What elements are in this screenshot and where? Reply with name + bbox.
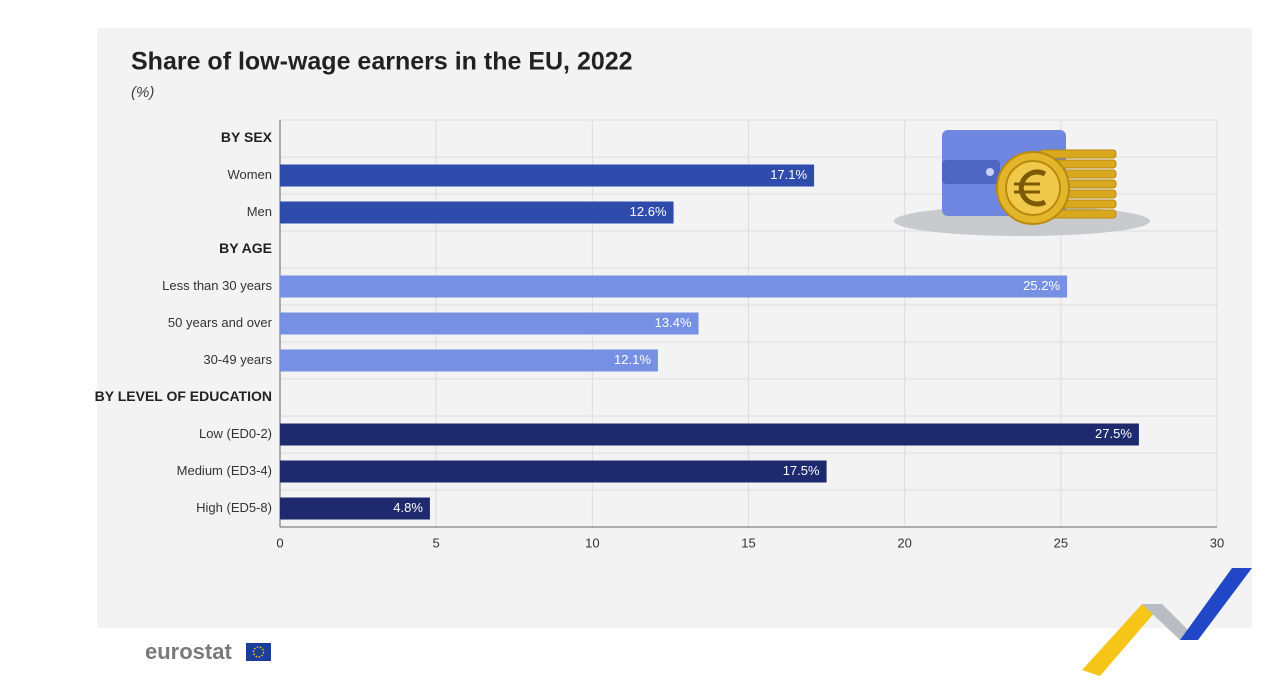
chart-subtitle: (%) [131, 84, 154, 101]
value-label: 13.4% [655, 315, 692, 330]
bar [280, 460, 827, 483]
y-tick-label: High (ED5-8) [196, 500, 272, 515]
x-tick-label: 5 [433, 535, 440, 550]
y-tick-label: Men [247, 204, 272, 219]
y-tick-label: Women [227, 167, 272, 182]
logo-text: eurostat [145, 639, 232, 664]
bar [280, 497, 430, 520]
x-tick-label: 20 [897, 535, 911, 550]
value-label: 17.1% [770, 167, 807, 182]
value-label: 25.2% [1023, 278, 1060, 293]
eu-flag [246, 643, 271, 661]
x-tick-label: 10 [585, 535, 599, 550]
x-tick-label: 30 [1210, 535, 1224, 550]
value-label: 27.5% [1095, 426, 1132, 441]
chart-title: Share of low-wage earners in the EU, 202… [131, 48, 633, 76]
bar [280, 349, 658, 372]
y-tick-label: Low (ED0-2) [199, 426, 272, 441]
group-header: BY SEX [221, 129, 273, 145]
bar [280, 275, 1068, 298]
y-tick-label: 30-49 years [203, 352, 272, 367]
value-label: 12.6% [630, 204, 667, 219]
bar [280, 423, 1139, 446]
x-tick-label: 15 [741, 535, 755, 550]
x-tick-label: 25 [1054, 535, 1068, 550]
y-tick-label: Medium (ED3-4) [177, 463, 272, 478]
group-header: BY AGE [219, 240, 272, 256]
y-tick-label: 50 years and over [168, 315, 273, 330]
wallet-illustration [894, 130, 1150, 236]
group-header: BY LEVEL OF EDUCATION [95, 388, 272, 404]
y-tick-label: Less than 30 years [162, 278, 272, 293]
value-label: 4.8% [393, 500, 423, 515]
eu-stars [252, 646, 265, 658]
decoration-arrow [1082, 568, 1252, 676]
x-tick-label: 0 [276, 535, 283, 550]
bar [280, 201, 674, 224]
bar [280, 312, 699, 335]
value-label: 17.5% [783, 463, 820, 478]
value-label: 12.1% [614, 352, 651, 367]
bar [280, 164, 815, 187]
